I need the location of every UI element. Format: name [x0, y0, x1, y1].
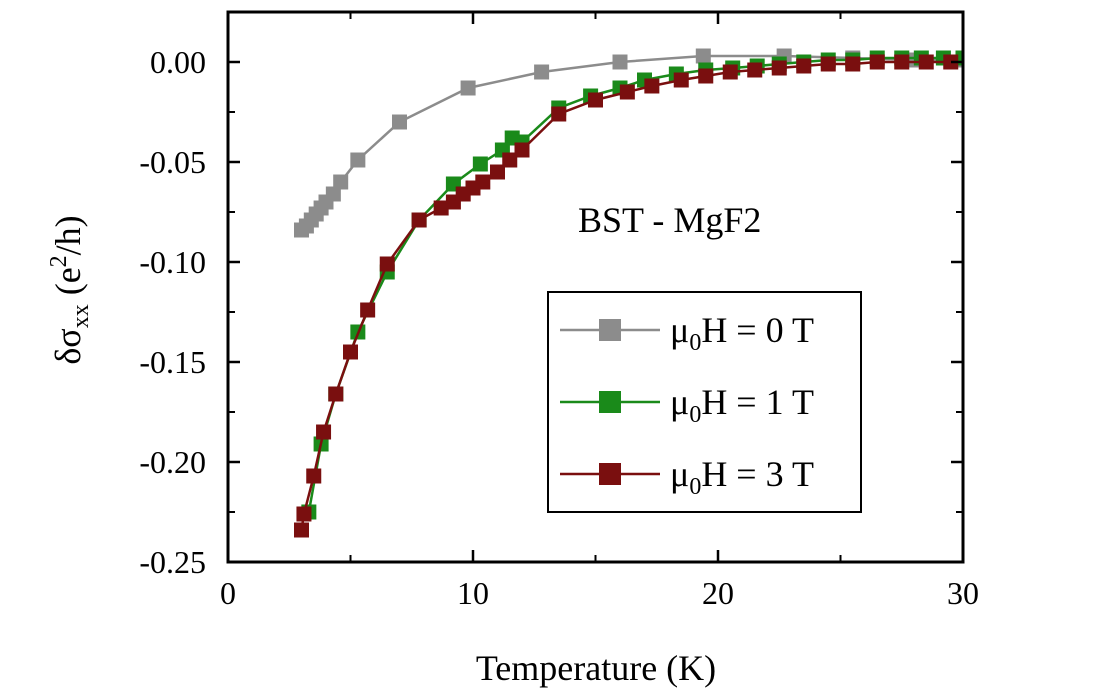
x-axis-title: Temperature (K)	[476, 648, 716, 688]
data-point	[698, 68, 714, 84]
data-point	[475, 174, 491, 190]
data-point	[918, 54, 934, 70]
x-tick-label: 10	[457, 575, 489, 611]
data-point	[943, 54, 959, 70]
legend-entry: μ0H = 0 T	[560, 310, 814, 356]
series-0	[294, 48, 963, 238]
series-2	[294, 54, 959, 538]
legend-marker	[599, 319, 621, 341]
data-point	[316, 424, 332, 440]
data-point	[392, 114, 407, 130]
y-tick-label: 0.00	[150, 44, 206, 80]
data-point	[328, 386, 344, 402]
data-point	[460, 80, 476, 96]
data-point	[514, 142, 530, 158]
data-point	[771, 60, 787, 76]
y-tick-label: -0.05	[139, 144, 206, 180]
x-tick-label: 30	[947, 575, 979, 611]
data-point	[673, 72, 689, 88]
y-tick-label: -0.20	[139, 444, 206, 480]
data-point	[350, 152, 366, 168]
legend-marker	[599, 391, 621, 413]
data-point	[534, 64, 550, 80]
data-point	[296, 506, 312, 522]
data-point	[360, 302, 376, 318]
legend-entry: μ0H = 3 T	[560, 454, 814, 500]
data-point	[796, 58, 812, 74]
legend-entry: μ0H = 1 T	[560, 382, 814, 428]
series-line	[307, 56, 963, 513]
ticks-layer: 0 10 20 30 0.00 -0.05 -0.10 -0.15 -0.20 -0.25	[139, 11, 979, 611]
data-point	[379, 256, 395, 272]
data-point	[333, 174, 349, 190]
legend: μ0H = 0 T μ0H = 1 T μ0H = 3 T	[547, 291, 862, 513]
sample-annotation: BST - MgF2	[578, 200, 761, 240]
data-point	[588, 92, 603, 108]
data-point	[894, 54, 910, 70]
data-point	[845, 56, 861, 72]
data-point	[294, 522, 309, 538]
data-point	[490, 164, 505, 180]
data-point	[343, 344, 358, 360]
data-point	[306, 468, 322, 484]
legend-label: μ0H = 1 T	[670, 382, 814, 428]
y-axis-title: δσxx (e2/h)	[46, 215, 94, 364]
data-point	[433, 200, 449, 216]
data-point	[325, 186, 341, 202]
legend-label: μ0H = 0 T	[670, 310, 814, 356]
y-tick-label: -0.25	[139, 544, 206, 580]
x-tick-label: 0	[220, 575, 236, 611]
data-point	[722, 64, 738, 80]
data-point	[619, 84, 635, 100]
data-point	[820, 56, 836, 72]
x-tick-label: 20	[702, 575, 734, 611]
data-point	[472, 156, 488, 172]
data-point	[869, 54, 885, 70]
data-point	[502, 152, 518, 168]
data-point	[747, 62, 763, 78]
y-tick-label: -0.10	[139, 244, 206, 280]
data-point	[551, 106, 567, 122]
y-tick-label: -0.15	[139, 344, 206, 380]
data-point	[411, 212, 427, 228]
legend-label: μ0H = 3 T	[670, 454, 814, 500]
data-point	[955, 50, 963, 66]
data-point	[612, 54, 628, 70]
data-point	[695, 48, 711, 64]
data-point	[644, 78, 660, 94]
legend-marker	[599, 463, 621, 485]
series-layer	[294, 48, 963, 538]
